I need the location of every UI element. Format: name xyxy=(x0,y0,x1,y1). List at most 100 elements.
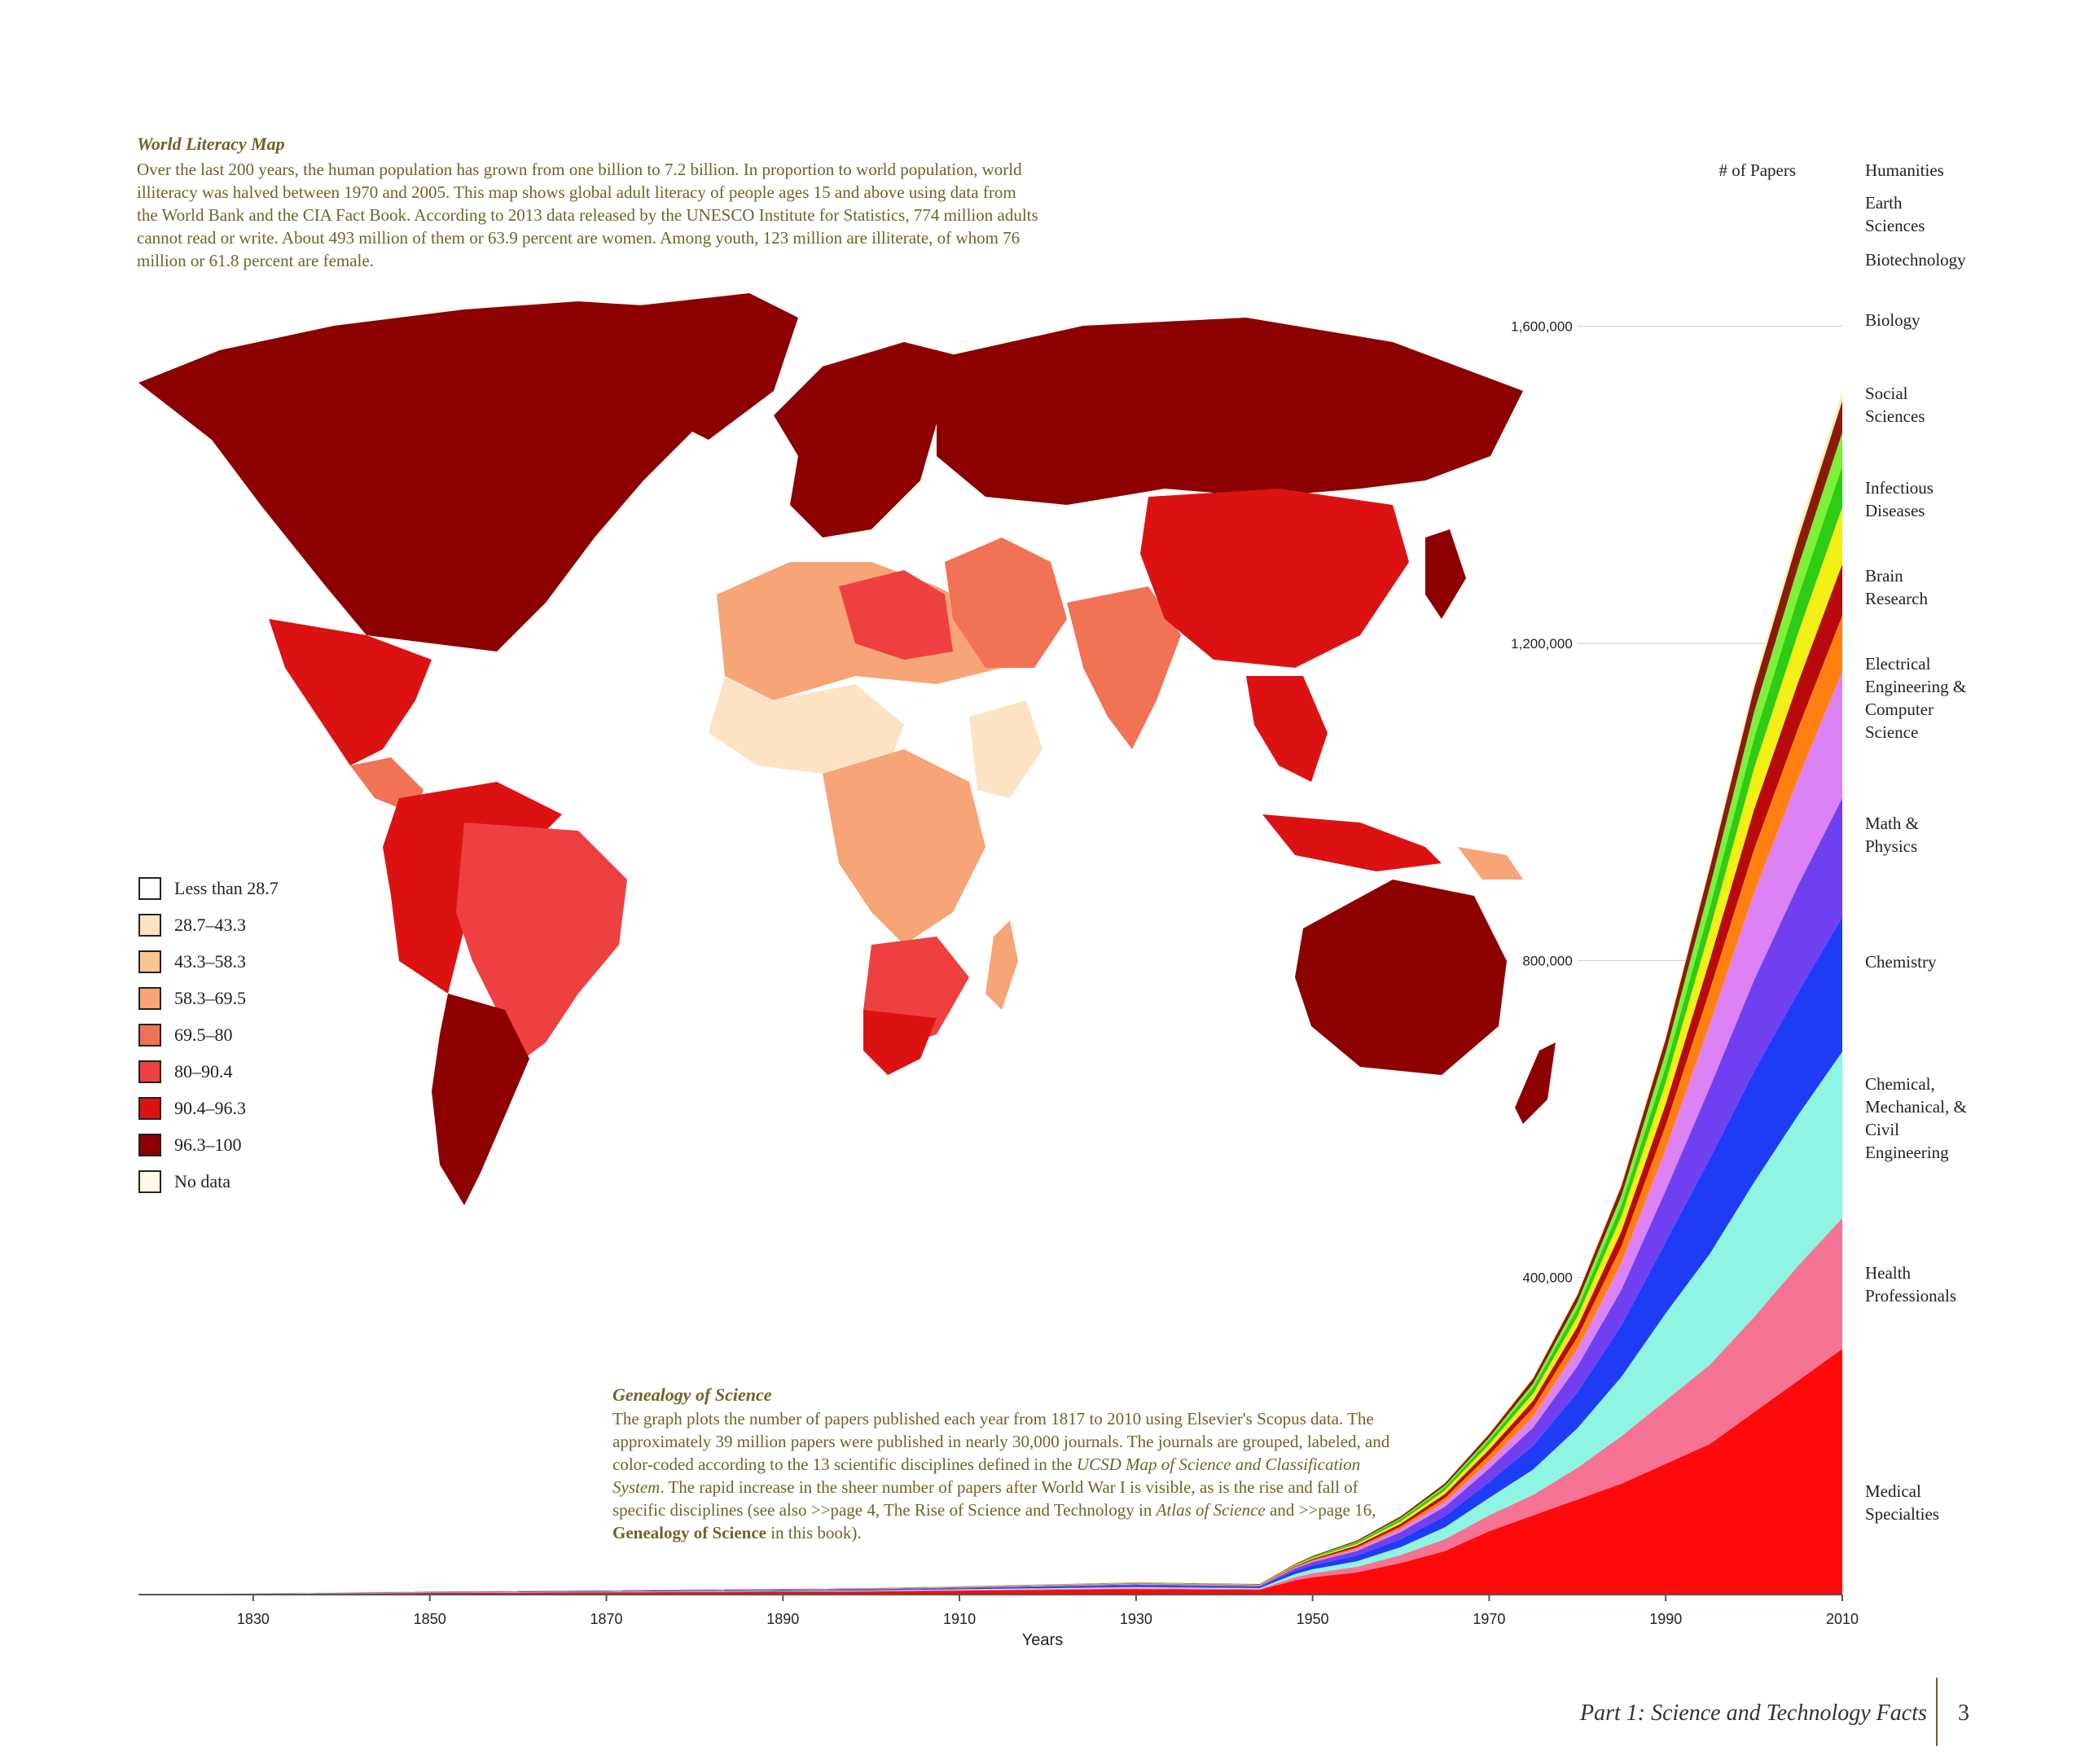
region-japan xyxy=(1425,529,1466,619)
series-labels: Humanities Earth Sciences Biotechnology Biol… xyxy=(1865,160,1967,1524)
region-china xyxy=(1140,489,1409,668)
region-new-zealand xyxy=(1515,1042,1556,1124)
legend-label: Less than 28.7 xyxy=(174,877,279,898)
legend-item: Less than 28.7 xyxy=(138,870,279,906)
y-tick-label: 1,600,000 xyxy=(1511,319,1573,335)
region-greenland xyxy=(603,293,798,440)
genealogy-desc-part: in this book). xyxy=(766,1523,862,1542)
genealogy-desc-part: UCSD Map of Science and Classification S… xyxy=(612,1455,1361,1497)
region-east-africa xyxy=(969,700,1042,798)
legend-label: 58.3–69.5 xyxy=(174,987,246,1008)
legend-swatch xyxy=(138,1023,161,1047)
series-label: Electrical Engineering & Computer Science xyxy=(1865,654,1966,742)
legend-label: 43.3–58.3 xyxy=(174,950,246,972)
region-south-africa xyxy=(863,1010,937,1075)
legend-swatch xyxy=(138,1169,161,1193)
x-ticks: 1830 1850 1870 1890 1910 1930 1950 1970 1990 2010 xyxy=(237,1595,1859,1627)
genealogy-desc-part: Atlas of Science xyxy=(1156,1500,1266,1520)
region-png xyxy=(1458,847,1523,880)
x-tick-label: 1990 xyxy=(1649,1611,1682,1627)
legend-item: 69.5–80 xyxy=(138,1016,279,1053)
region-madagascar xyxy=(985,920,1018,1010)
genealogy-desc-part: The graph plots the number of papers pub… xyxy=(612,1409,1390,1474)
region-russia xyxy=(937,318,1523,505)
series-label: Chemical, Mechanical, & Civil Engineering xyxy=(1865,1074,1967,1162)
region-sahel xyxy=(709,676,904,774)
series-label: Biology xyxy=(1865,310,1920,330)
legend-swatch xyxy=(138,986,161,1010)
legend-swatch xyxy=(138,950,161,973)
genealogy-desc-part: and >>page 16, xyxy=(1265,1500,1376,1520)
region-south-asia xyxy=(1067,586,1181,749)
region-mexico xyxy=(269,619,432,766)
footer-divider xyxy=(1936,1678,1938,1746)
legend-item: No data xyxy=(138,1163,279,1200)
legend-label: 96.3–100 xyxy=(174,1134,242,1155)
legend-item: 80–90.4 xyxy=(138,1053,279,1090)
x-tick-label: 1970 xyxy=(1473,1611,1505,1627)
legend-label: 28.7–43.3 xyxy=(174,914,246,935)
region-southeast-asia xyxy=(1246,676,1328,782)
map-title: World Literacy Map xyxy=(137,134,285,154)
genealogy-description: The graph plots the number of papers pub… xyxy=(612,1407,1411,1544)
region-brazil xyxy=(456,823,627,1067)
legend-item: 90.4–96.3 xyxy=(138,1090,279,1126)
legend-label: 90.4–96.3 xyxy=(174,1097,246,1118)
y-tick-label: 800,000 xyxy=(1522,953,1572,968)
stacked-areas xyxy=(138,392,1842,1595)
region-central-africa xyxy=(823,749,985,945)
x-tick-label: 2010 xyxy=(1826,1611,1859,1627)
world-literacy-map xyxy=(138,293,1556,1205)
genealogy-desc-part: . The rapid increase in the sheer number… xyxy=(612,1477,1359,1520)
region-indonesia xyxy=(1262,814,1442,871)
legend-item: 28.7–43.3 xyxy=(138,906,279,943)
genealogy-desc-part: Genealogy of Science xyxy=(612,1523,766,1542)
map-legend: Less than 28.7 28.7–43.3 43.3–58.3 58.3–… xyxy=(138,870,279,1200)
series-label: Infectious Diseases xyxy=(1865,478,1934,520)
y-tick-label: 1,200,000 xyxy=(1511,636,1573,652)
legend-swatch xyxy=(138,913,161,937)
series-label: Humanities xyxy=(1865,160,1944,180)
region-europe xyxy=(774,342,969,538)
x-tick-label: 1910 xyxy=(943,1611,976,1627)
legend-swatch xyxy=(138,1096,161,1120)
x-axis-label: Years xyxy=(1022,1631,1063,1649)
region-middle-east xyxy=(945,538,1067,668)
x-tick-label: 1870 xyxy=(590,1611,622,1627)
footer-section-title: Part 1: Science and Technology Facts xyxy=(1580,1700,1927,1726)
series-label: Earth Sciences xyxy=(1865,193,1925,235)
legend-swatch xyxy=(138,1060,161,1083)
legend-label: No data xyxy=(174,1170,231,1191)
x-tick-label: 1850 xyxy=(414,1611,446,1627)
y-tick-label: 400,000 xyxy=(1522,1270,1572,1286)
y-ticks: 400,000 800,000 1,200,000 1,600,000 xyxy=(1511,319,1573,1286)
legend-item: 96.3–100 xyxy=(138,1126,279,1163)
region-australia xyxy=(1295,880,1507,1075)
series-label: Brain Research xyxy=(1865,566,1928,608)
x-tick-label: 1830 xyxy=(237,1611,270,1627)
series-label: Math & Physics xyxy=(1865,814,1919,856)
series-label: Chemistry xyxy=(1865,952,1937,972)
genealogy-title: Genealogy of Science xyxy=(612,1384,772,1405)
area-series xyxy=(138,1349,1842,1595)
legend-label: 80–90.4 xyxy=(174,1060,233,1082)
map-description: Over the last 200 years, the human popul… xyxy=(137,160,1038,270)
series-label: Medical Specialties xyxy=(1865,1481,1939,1524)
legend-item: 43.3–58.3 xyxy=(138,943,279,980)
legend-swatch xyxy=(138,1133,161,1156)
x-tick-label: 1930 xyxy=(1120,1611,1152,1627)
region-north-america xyxy=(138,301,741,652)
region-egypt-libya xyxy=(839,570,953,660)
legend-item: 58.3–69.5 xyxy=(138,980,279,1016)
legend-swatch xyxy=(138,876,161,900)
x-tick-label: 1950 xyxy=(1297,1611,1329,1627)
y-axis-label: # of Papers xyxy=(1719,160,1796,180)
series-label: Biotechnology xyxy=(1865,250,1966,270)
region-southern-cone xyxy=(432,994,529,1205)
series-label: Health Professionals xyxy=(1865,1263,1956,1305)
series-label: Social Sciences xyxy=(1865,384,1925,426)
page-number: 3 xyxy=(1958,1700,1969,1726)
x-tick-label: 1890 xyxy=(766,1611,799,1627)
legend-label: 69.5–80 xyxy=(174,1024,233,1045)
